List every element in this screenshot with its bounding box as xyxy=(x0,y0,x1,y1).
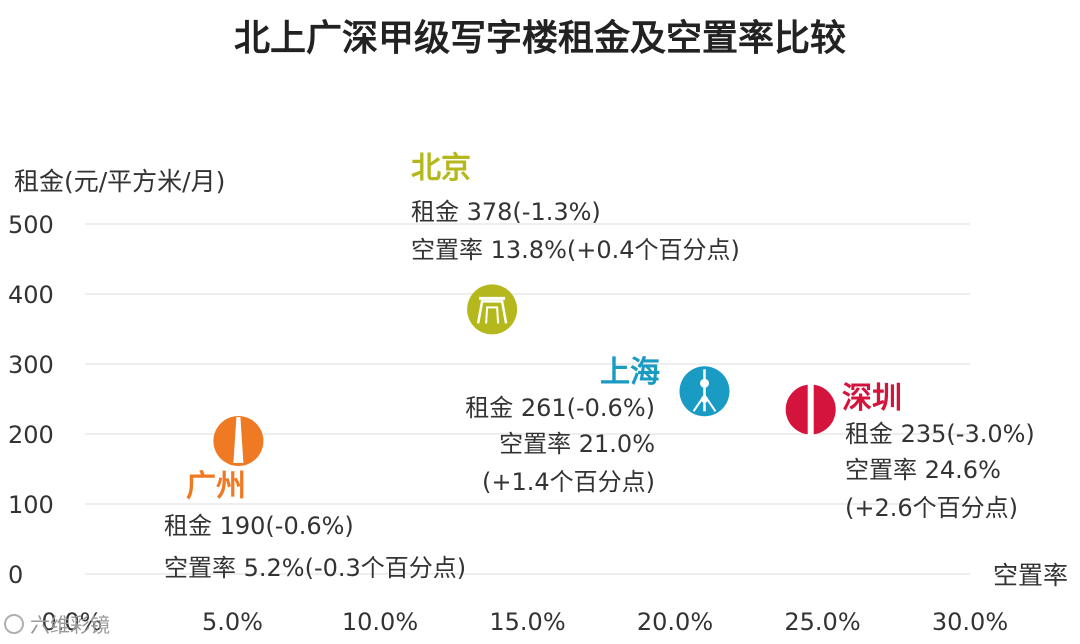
x-tick-label: 30.0% xyxy=(932,608,1008,636)
point-info-line: 空置率 5.2%(-0.3个百分点) xyxy=(164,554,466,582)
watermark-icon xyxy=(4,614,24,634)
city-label: 上海 xyxy=(600,355,660,390)
watermark-text: 六维彩镜 xyxy=(30,613,110,637)
x-tick-label: 15.0% xyxy=(489,608,565,636)
y-tick-labels: 0 100 200 300 400 500 xyxy=(8,211,54,589)
watermark: 六维彩镜 xyxy=(4,613,110,637)
x-tick-label: 0.0% xyxy=(42,608,103,636)
chart-title: 北上广深甲级写字楼租金及空置率比较 xyxy=(234,17,846,59)
point-info-line: 租金 235(-3.0%) xyxy=(845,420,1035,448)
y-tick-label: 0 xyxy=(8,561,23,589)
city-label: 北京 xyxy=(411,151,471,186)
point-info-line: 租金 261(-0.6%) xyxy=(465,394,655,422)
x-tick-label: 10.0% xyxy=(342,608,418,636)
x-tick-label: 20.0% xyxy=(637,608,713,636)
point-info-line: 空置率 13.8%(+0.4个百分点) xyxy=(411,236,740,264)
x-tick-label: 25.0% xyxy=(784,608,860,636)
x-tick-labels: 0.0% 5.0% 10.0% 15.0% 20.0% 25.0% 30.0% xyxy=(42,608,1009,636)
point-info-line: 租金 378(-1.3%) xyxy=(411,198,601,226)
shenzhen-tower-icon xyxy=(785,384,836,435)
point-info-line: (+2.6个百分点) xyxy=(845,494,1018,522)
shanghai-tower-icon xyxy=(679,366,730,417)
point-info-line: 租金 190(-0.6%) xyxy=(164,512,354,540)
y-tick-label: 400 xyxy=(8,281,54,309)
guangzhou-tower-icon xyxy=(213,416,264,466)
city-label: 广州 xyxy=(186,469,246,504)
x-axis-label: 空置率 xyxy=(993,561,1068,590)
y-tick-label: 200 xyxy=(8,421,54,449)
y-axis-label: 租金(元/平方米/月) xyxy=(14,167,225,196)
point-info-line: (+1.4个百分点) xyxy=(482,468,655,496)
y-tick-label: 500 xyxy=(8,211,54,239)
point-info-line: 空置率 24.6% xyxy=(845,456,1001,484)
point-info-line: 空置率 21.0% xyxy=(499,430,655,458)
y-tick-label: 100 xyxy=(8,491,54,519)
city-label: 深圳 xyxy=(842,381,902,416)
x-tick-label: 5.0% xyxy=(202,608,263,636)
beijing-gate-icon xyxy=(467,284,518,335)
y-tick-label: 300 xyxy=(8,351,54,379)
